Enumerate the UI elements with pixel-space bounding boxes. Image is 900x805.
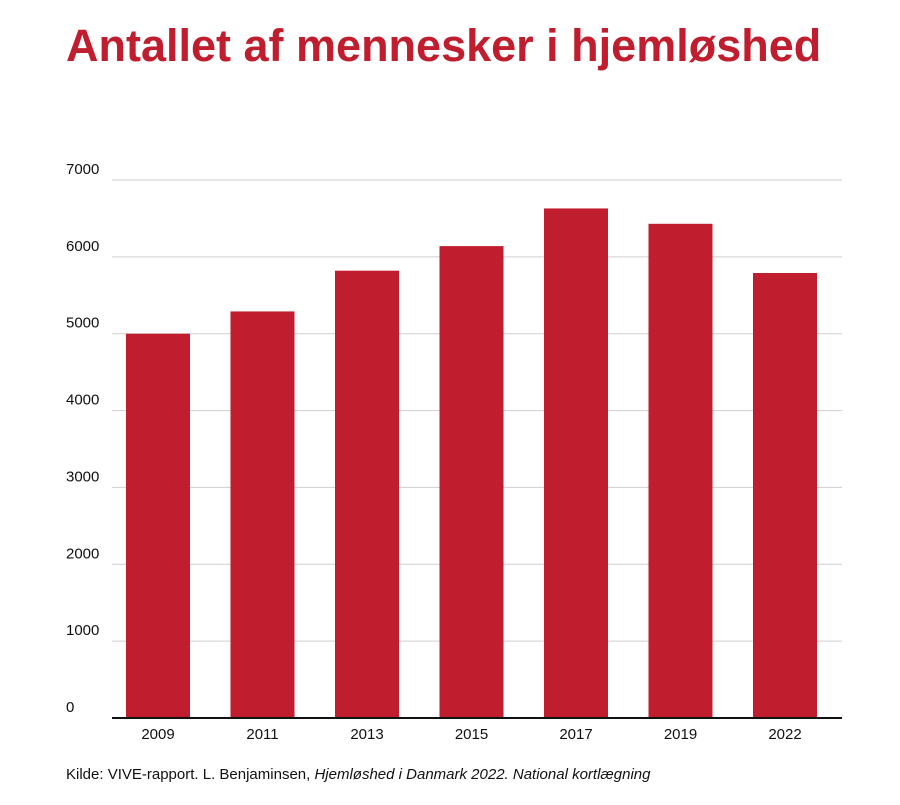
bar-2015 — [439, 246, 504, 718]
x-tick-label: 2015 — [455, 726, 488, 743]
x-tick-label: 2022 — [768, 726, 801, 743]
chart-title: Antallet af mennesker i hjemløshed — [66, 20, 822, 71]
x-tick-label: 2009 — [141, 726, 174, 743]
y-tick-label: 7000 — [66, 161, 99, 178]
y-tick-label: 1000 — [66, 622, 99, 639]
source-title: Hjemløshed i Danmark 2022. National kort… — [314, 766, 651, 783]
y-tick-label: 6000 — [66, 238, 99, 255]
bar-2011 — [230, 311, 295, 718]
source-prefix: Kilde: VIVE-rapport. L. Benjaminsen, — [66, 766, 315, 783]
bar-2013 — [335, 270, 399, 718]
y-tick-label: 5000 — [66, 315, 99, 332]
y-tick-label: 4000 — [66, 392, 99, 409]
y-axis-tick-labels: 0 1000 2000 3000 4000 5000 6000 7000 — [66, 161, 99, 716]
bar-2009 — [126, 333, 190, 718]
bar-2017 — [544, 208, 608, 719]
source-note: Kilde: VIVE-rapport. L. Benjaminsen, Hje… — [66, 766, 650, 783]
x-tick-label: 2013 — [350, 726, 383, 743]
x-tick-label: 2019 — [664, 726, 697, 743]
bar-2022 — [753, 272, 817, 718]
y-tick-label: 2000 — [66, 545, 99, 562]
x-axis-tick-labels: 2009 2011 2013 2015 2017 2019 2022 — [141, 726, 801, 743]
x-tick-label: 2011 — [246, 726, 278, 743]
y-tick-label: 0 — [66, 699, 74, 716]
bar-2019 — [648, 223, 713, 718]
bars — [126, 208, 817, 719]
x-tick-label: 2017 — [559, 726, 592, 743]
y-tick-label: 3000 — [66, 468, 99, 485]
